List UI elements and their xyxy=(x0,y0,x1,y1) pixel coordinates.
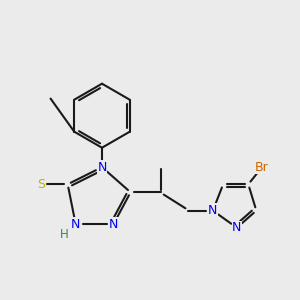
Text: Br: Br xyxy=(255,160,269,174)
Text: S: S xyxy=(38,178,45,191)
Text: N: N xyxy=(109,218,118,231)
Text: H: H xyxy=(60,228,69,241)
Text: N: N xyxy=(97,160,107,174)
Text: N: N xyxy=(71,218,80,231)
Text: N: N xyxy=(232,221,242,234)
Text: N: N xyxy=(208,204,218,217)
